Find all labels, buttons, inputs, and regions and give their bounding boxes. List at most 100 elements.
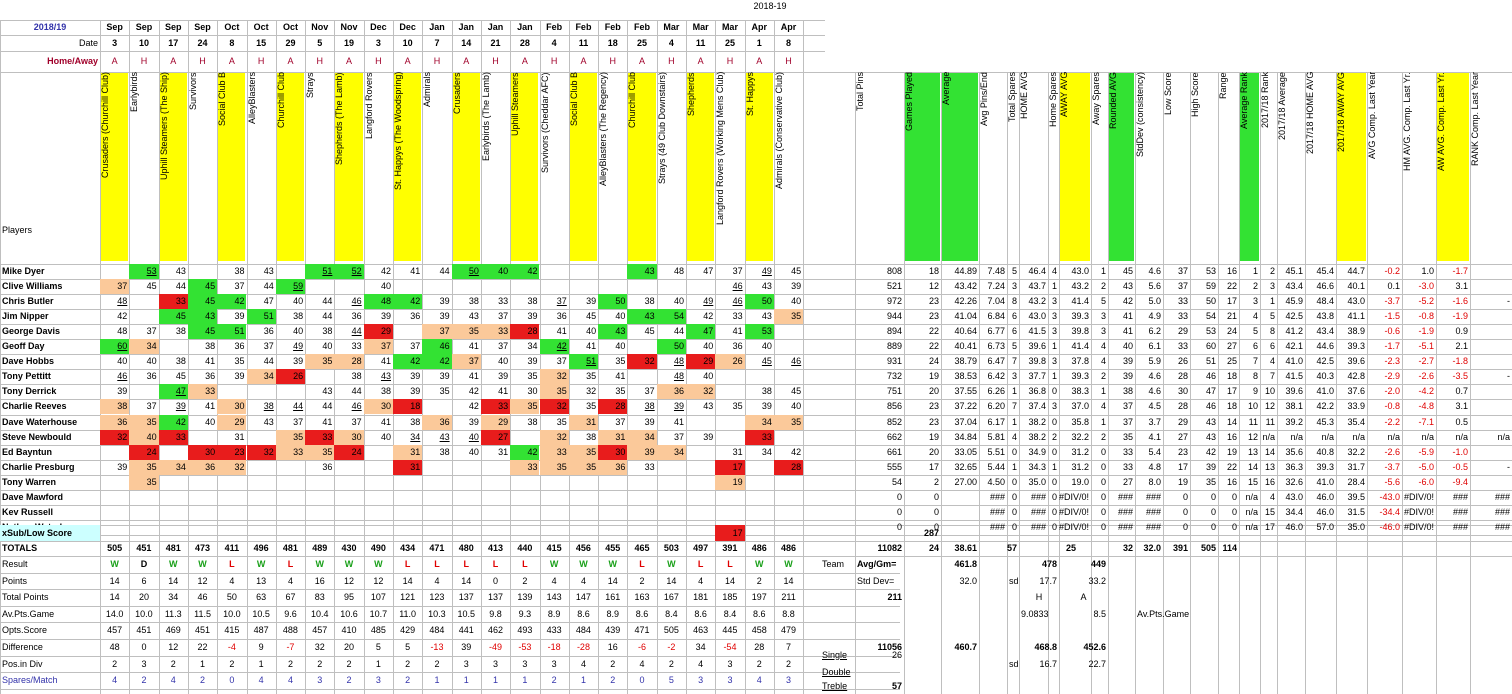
player-score[interactable]: 39 (439, 371, 450, 382)
player-score[interactable]: 26 (715, 354, 745, 370)
player-stat[interactable]: -0.5 (1452, 462, 1468, 473)
summary-value[interactable]: 0 (639, 674, 645, 685)
player-score[interactable] (247, 475, 276, 490)
opponent-header-bg[interactable] (628, 73, 656, 261)
player-score[interactable]: 37 (615, 417, 626, 428)
player-stat[interactable]: 19 (928, 432, 939, 443)
player-score[interactable] (364, 505, 393, 520)
player-stat[interactable]: 6.73 (987, 341, 1005, 352)
player-stat[interactable]: 39.8 (1028, 356, 1046, 367)
player-score[interactable] (422, 520, 451, 535)
player-stat[interactable]: 16 (1226, 266, 1237, 277)
player-stat[interactable]: 38.79 (954, 356, 977, 367)
player-score[interactable]: 38 (175, 356, 186, 367)
player-score[interactable]: 38 (380, 386, 391, 397)
home-away-header[interactable]: H (257, 55, 265, 66)
player-score[interactable]: 37 (732, 266, 743, 277)
player-stat[interactable]: 35 (1205, 477, 1216, 488)
player-score[interactable]: 33 (480, 399, 511, 415)
player-score[interactable]: 38 (439, 447, 450, 458)
player-stat[interactable]: -2.3 (1384, 356, 1400, 367)
player-score[interactable] (627, 279, 656, 294)
summary-value[interactable]: 4 (551, 575, 557, 586)
player-score[interactable] (481, 490, 510, 505)
player-stat[interactable]: 13 (1264, 462, 1275, 473)
player-score[interactable]: 40 (468, 447, 479, 458)
player-score[interactable]: 41 (498, 386, 509, 397)
player-score[interactable] (510, 475, 539, 490)
opponent-header[interactable]: AlleyBlasters (246, 72, 257, 125)
player-score[interactable]: 46 (351, 401, 362, 412)
summary-value[interactable]: 445 (722, 624, 738, 635)
player-stat[interactable] (941, 520, 979, 535)
player-stat[interactable]: 38 (1122, 386, 1133, 397)
player-score[interactable]: 28 (334, 354, 364, 370)
player-stat[interactable]: n/a (1245, 492, 1258, 503)
player-stat[interactable]: 11 (1248, 417, 1258, 428)
player-stat[interactable]: -1.7 (1452, 266, 1468, 277)
player-stat[interactable]: 0 (1011, 477, 1017, 488)
player-stat[interactable]: ### (1030, 492, 1046, 503)
date-header[interactable]: 10 (138, 37, 149, 48)
date-header[interactable]: 17 (168, 37, 179, 48)
player-score[interactable]: 45 (586, 311, 597, 322)
opponent-header[interactable]: Churchill Club (275, 72, 286, 129)
opponent-header-bg[interactable] (101, 73, 129, 261)
player-score[interactable]: 35 (586, 371, 597, 382)
player-score[interactable] (129, 384, 158, 399)
summary-value[interactable]: -7 (286, 641, 295, 652)
player-score[interactable]: 39 (439, 311, 450, 322)
opponent-header[interactable]: Strays (49 Club Downstairs) (656, 72, 667, 185)
stat-header[interactable]: Games Played (904, 72, 914, 132)
player-score[interactable]: 46 (791, 356, 802, 367)
player-stat[interactable]: 5 (1269, 311, 1275, 322)
player-score[interactable]: 36 (410, 311, 421, 322)
player-score[interactable]: 37 (673, 432, 684, 443)
player-score[interactable] (686, 279, 715, 294)
player-score[interactable]: 44 (293, 401, 304, 412)
player-stat[interactable]: -2.6 (1384, 447, 1400, 458)
player-score[interactable] (276, 384, 305, 399)
match-total[interactable]: 496 (253, 543, 269, 553)
player-score[interactable]: 36 (205, 371, 216, 382)
stat-header-bg[interactable] (1337, 73, 1366, 261)
player-score[interactable]: 29 (363, 324, 393, 340)
summary-value[interactable]: 3 (786, 674, 792, 685)
opponent-header[interactable]: Uphill Steamers (510, 72, 521, 136)
home-away-header[interactable]: A (639, 55, 646, 66)
player-name[interactable]: Chris Butler (2, 296, 54, 307)
month-header[interactable]: Jan (517, 22, 533, 32)
player-stat[interactable]: ### (1117, 492, 1133, 503)
player-score[interactable]: 41 (205, 401, 216, 412)
player-stat[interactable]: 51 (1205, 356, 1216, 367)
player-score[interactable] (217, 490, 246, 505)
player-stat[interactable]: 6 (1269, 341, 1275, 352)
player-score[interactable]: 36 (556, 311, 567, 322)
summary-value[interactable]: 3 (317, 674, 323, 685)
player-score[interactable]: 48 (673, 371, 684, 382)
player-score[interactable]: 39 (761, 401, 772, 412)
player-stat[interactable]: 6.1 (1148, 341, 1161, 352)
opponent-header-bg[interactable] (452, 73, 480, 261)
summary-value[interactable]: 2 (434, 658, 440, 669)
summary-value[interactable]: 137 (488, 591, 504, 602)
player-score[interactable] (598, 490, 627, 505)
home-away-label[interactable]: Home/Away (47, 55, 98, 66)
player-stat[interactable]: n/a (1245, 507, 1258, 518)
player-score[interactable] (247, 490, 276, 505)
player-stat[interactable]: 39.6 (1285, 386, 1303, 397)
player-stat[interactable]: 0 (1100, 507, 1106, 518)
player-stat[interactable]: 41 (1122, 326, 1133, 337)
summary-value[interactable]: W (344, 558, 354, 569)
player-score[interactable]: 35 (510, 399, 540, 415)
date-header[interactable]: 19 (344, 37, 355, 48)
player-stat[interactable]: 3 (1051, 401, 1057, 412)
player-score[interactable] (364, 490, 393, 505)
player-score[interactable]: 40 (293, 326, 304, 337)
player-score[interactable] (276, 460, 305, 475)
player-stat[interactable]: 19 (928, 371, 939, 382)
player-score[interactable]: 38 (527, 296, 538, 307)
player-score[interactable]: 35 (586, 401, 597, 412)
player-stat[interactable]: 2.1 (1455, 341, 1468, 352)
summary-value[interactable]: 1 (375, 658, 381, 669)
